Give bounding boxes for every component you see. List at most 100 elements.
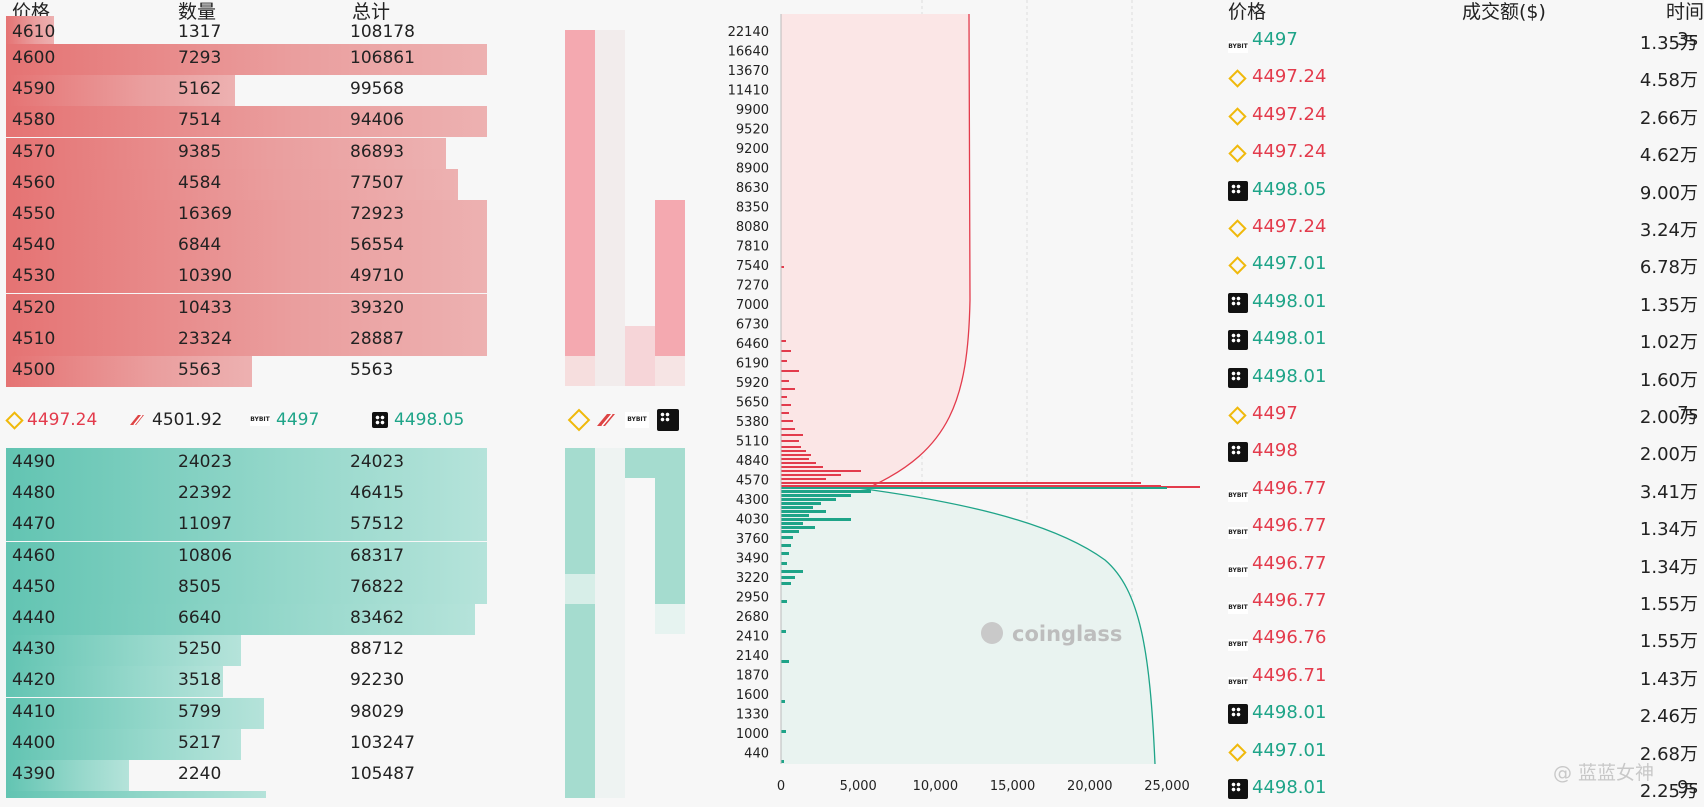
ask-row[interactable]: 4600 7293 106861 xyxy=(0,44,540,75)
ask-row[interactable]: 4500 5563 5563 xyxy=(0,356,540,387)
bid-row[interactable]: 4470 11097 57512 xyxy=(0,510,540,542)
heat-col-binance-bid-mid xyxy=(565,574,595,604)
depth-y-tick: 4570 xyxy=(736,474,769,489)
trade-exchange xyxy=(1228,292,1248,319)
ask-qty: 7293 xyxy=(178,48,222,68)
ask-row[interactable]: 4520 10433 39320 xyxy=(0,293,540,325)
trade-row[interactable]: 4497.24 4.62万 xyxy=(1228,134,1698,171)
bid-row[interactable]: 4460 10806 68317 xyxy=(0,541,540,573)
mid-price-value: 4497.24 xyxy=(27,410,98,430)
ask-row[interactable]: 4550 16369 72923 xyxy=(0,200,540,231)
bid-cumulative-area xyxy=(781,487,1155,764)
bid-row[interactable]: 4490 24023 24023 xyxy=(0,448,540,479)
trade-row[interactable]: 4497.24 4.58万 xyxy=(1228,59,1698,96)
trade-price: 4497.24 xyxy=(1252,216,1327,237)
bid-qty: 8505 xyxy=(178,576,222,597)
trade-row[interactable]: 4497.24 3.24万 xyxy=(1228,209,1698,246)
okx-icon xyxy=(1228,330,1248,351)
ask-row[interactable]: 4580 7514 94406 xyxy=(0,106,540,138)
ask-price: 4550 xyxy=(12,204,56,224)
ask-row[interactable]: 4570 9385 86893 xyxy=(0,137,540,169)
depth-y-tick: 9900 xyxy=(736,103,769,118)
trade-row[interactable]: 4498.01 1.02万 xyxy=(1228,321,1698,358)
ask-depth-bar xyxy=(781,388,795,390)
trade-row[interactable]: BYBIT 4496.77 1.34万 xyxy=(1228,546,1698,583)
heat-col-okx-bid-tail xyxy=(655,604,685,634)
bid-row[interactable]: 4480 22392 46415 xyxy=(0,479,540,511)
trade-exchange: BYBIT xyxy=(1228,631,1248,652)
bid-price: 4490 xyxy=(12,452,56,472)
bid-depth-bar xyxy=(781,526,815,529)
bid-price: 4450 xyxy=(12,576,56,597)
trade-row[interactable]: BYBIT 4496.77 1.55万 xyxy=(1228,583,1698,620)
ask-row[interactable]: 4560 4584 77507 xyxy=(0,168,540,200)
trade-row[interactable]: BYBIT 4496.71 1.43万 xyxy=(1228,658,1698,695)
trade-exchange xyxy=(1228,256,1247,276)
trade-row[interactable]: BYBIT 4497 1.35万 3s xyxy=(1228,22,1698,59)
ask-depth-bar xyxy=(781,266,784,268)
ask-depth-bar xyxy=(781,470,861,472)
trade-row[interactable]: 4497.01 6.78万 xyxy=(1228,246,1698,283)
bid-depth-bar xyxy=(781,660,789,663)
trade-row[interactable]: 4497 2.00万 7s xyxy=(1228,396,1698,433)
trade-row[interactable]: BYBIT 4496.77 1.34万 xyxy=(1228,508,1698,545)
depth-y-tick: 13670 xyxy=(728,64,769,79)
trade-row[interactable]: BYBIT 4496.77 3.41万 xyxy=(1228,471,1698,508)
trade-row[interactable]: BYBIT 4496.76 1.55万 xyxy=(1228,620,1698,657)
depth-y-tick: 5920 xyxy=(736,376,769,391)
bid-row[interactable]: 4420 3518 92230 xyxy=(0,666,540,698)
bid-row[interactable]: 4390 2240 105487 xyxy=(0,760,540,791)
bid-row[interactable]: 4450 8505 76822 xyxy=(0,572,540,604)
ask-row[interactable]: 4590 5162 99568 xyxy=(0,75,540,107)
trade-price: 4496.77 xyxy=(1252,552,1327,574)
trade-row[interactable]: 4498.01 1.35万 xyxy=(1228,284,1698,321)
depth-y-tick: 3220 xyxy=(736,571,769,586)
depth-y-tick: 7270 xyxy=(736,279,769,294)
depth-chart-svg: 100,000 200,000 300,000 22140 16640 13670 1141… xyxy=(728,0,1231,794)
depth-y-tick: 4840 xyxy=(736,454,769,469)
trade-price: 4496.76 xyxy=(1252,627,1327,649)
trade-row[interactable]: 4498.01 2.25万 9s xyxy=(1228,770,1698,807)
trade-row[interactable]: 4498.01 1.60万 xyxy=(1228,359,1698,396)
ask-total: 28887 xyxy=(350,328,405,349)
ask-row[interactable]: 4540 6844 56554 xyxy=(0,231,540,263)
trade-row[interactable]: 4497.01 2.68万 xyxy=(1228,733,1698,770)
trade-row[interactable]: 4498 2.00万 xyxy=(1228,433,1698,470)
trade-amount: 1.60万 xyxy=(1639,369,1698,391)
depth-y-tick: 1600 xyxy=(736,688,769,703)
bid-qty: 22392 xyxy=(178,483,233,504)
bid-depth-bar xyxy=(6,572,487,604)
ask-depth-bar xyxy=(6,137,446,169)
bid-depth-bar xyxy=(6,760,129,791)
bid-depth-bar xyxy=(6,635,241,667)
depth-y-tick: 5110 xyxy=(736,435,769,450)
ask-price: 4510 xyxy=(12,328,56,349)
bid-row[interactable]: 4430 5250 88712 xyxy=(0,635,540,667)
trade-exchange xyxy=(1228,367,1248,394)
trade-row[interactable]: 4497.24 2.66万 xyxy=(1228,97,1698,134)
depth-y-tick: 440 xyxy=(744,747,769,762)
trade-row[interactable]: 4498.05 9.00万 xyxy=(1228,172,1698,209)
trade-price: 4496.71 xyxy=(1252,664,1327,686)
trade-price: 4498.01 xyxy=(1252,777,1327,798)
binance-icon xyxy=(1228,107,1247,126)
trade-price: 4497 xyxy=(1252,403,1298,424)
mid-price-value: 4501.92 xyxy=(152,410,223,430)
bid-depth-bar xyxy=(781,522,803,525)
trade-row[interactable]: 4498.01 2.46万 xyxy=(1228,695,1698,732)
trade-price: 4497.24 xyxy=(1252,103,1327,125)
ask-depth-bar xyxy=(781,434,803,436)
bid-row[interactable]: 4400 5217 103247 xyxy=(0,728,540,760)
ask-depth-bar xyxy=(6,262,487,294)
ask-row[interactable]: 4530 10390 49710 xyxy=(0,262,540,294)
trade-amount: 4.58万 xyxy=(1639,70,1698,92)
binance-icon xyxy=(1228,406,1247,425)
bid-row[interactable]: 4410 5799 98029 xyxy=(0,697,540,729)
depth-y-tick: 2140 xyxy=(736,649,769,664)
trade-amount: 1.35万 xyxy=(1639,294,1698,316)
heat-col-bitfinex-ask xyxy=(595,30,625,386)
bid-row[interactable]: 4440 6640 83462 xyxy=(0,604,540,635)
bid-depth-bar xyxy=(6,510,487,542)
ask-row[interactable]: 4510 23324 28887 xyxy=(0,324,540,356)
bid-depth-bar xyxy=(781,490,871,493)
